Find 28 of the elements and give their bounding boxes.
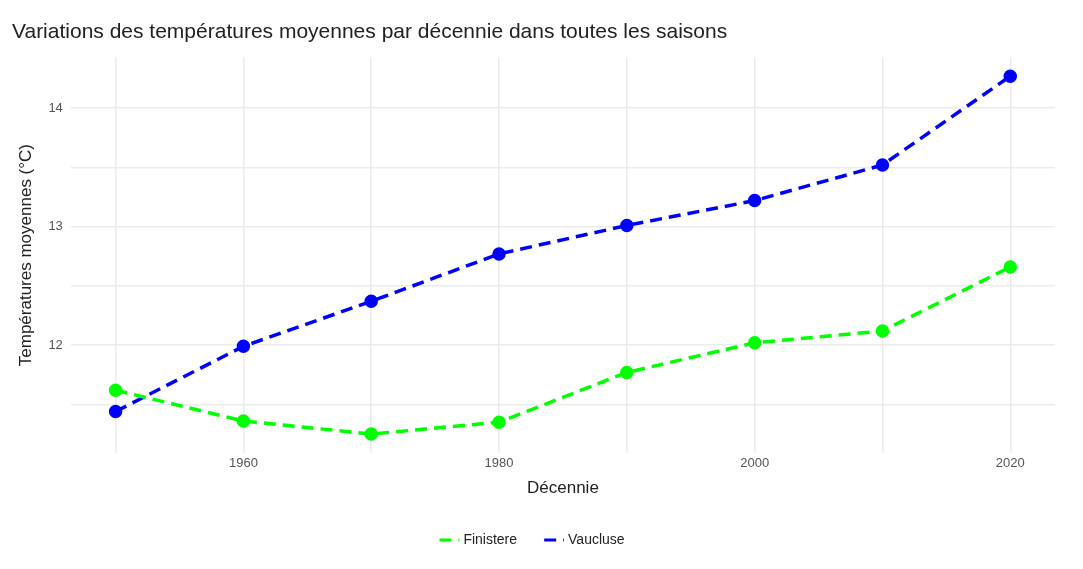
point	[747, 336, 762, 350]
point	[492, 415, 506, 429]
point	[236, 339, 251, 354]
x-tick-label: 2000	[740, 455, 770, 471]
point	[236, 414, 251, 428]
point	[620, 365, 634, 380]
point	[364, 294, 378, 309]
y-tick-label: 14	[48, 99, 63, 115]
x-axis-title: Décennie	[527, 478, 599, 498]
chart-title: Variations des températures moyennes par décennie dans toutes les saisons	[12, 19, 728, 43]
point	[1003, 69, 1018, 83]
point	[875, 324, 890, 338]
point	[1003, 260, 1018, 274]
point	[747, 193, 762, 208]
point	[108, 383, 123, 397]
x-tick-label: 2020	[995, 455, 1025, 471]
point	[364, 427, 378, 441]
point	[620, 218, 634, 233]
y-axis-title: Températures moyennes (°C)	[15, 143, 35, 367]
point	[875, 158, 890, 172]
legend-label: Finistere	[463, 530, 518, 547]
y-tick-label: 13	[48, 218, 63, 234]
point	[492, 247, 506, 261]
y-tick-label: 12	[48, 336, 63, 352]
point	[108, 404, 123, 419]
x-tick-label: 1960	[228, 455, 258, 471]
legend-label: Vaucluse	[568, 530, 625, 547]
x-tick-label: 1980	[484, 455, 514, 471]
